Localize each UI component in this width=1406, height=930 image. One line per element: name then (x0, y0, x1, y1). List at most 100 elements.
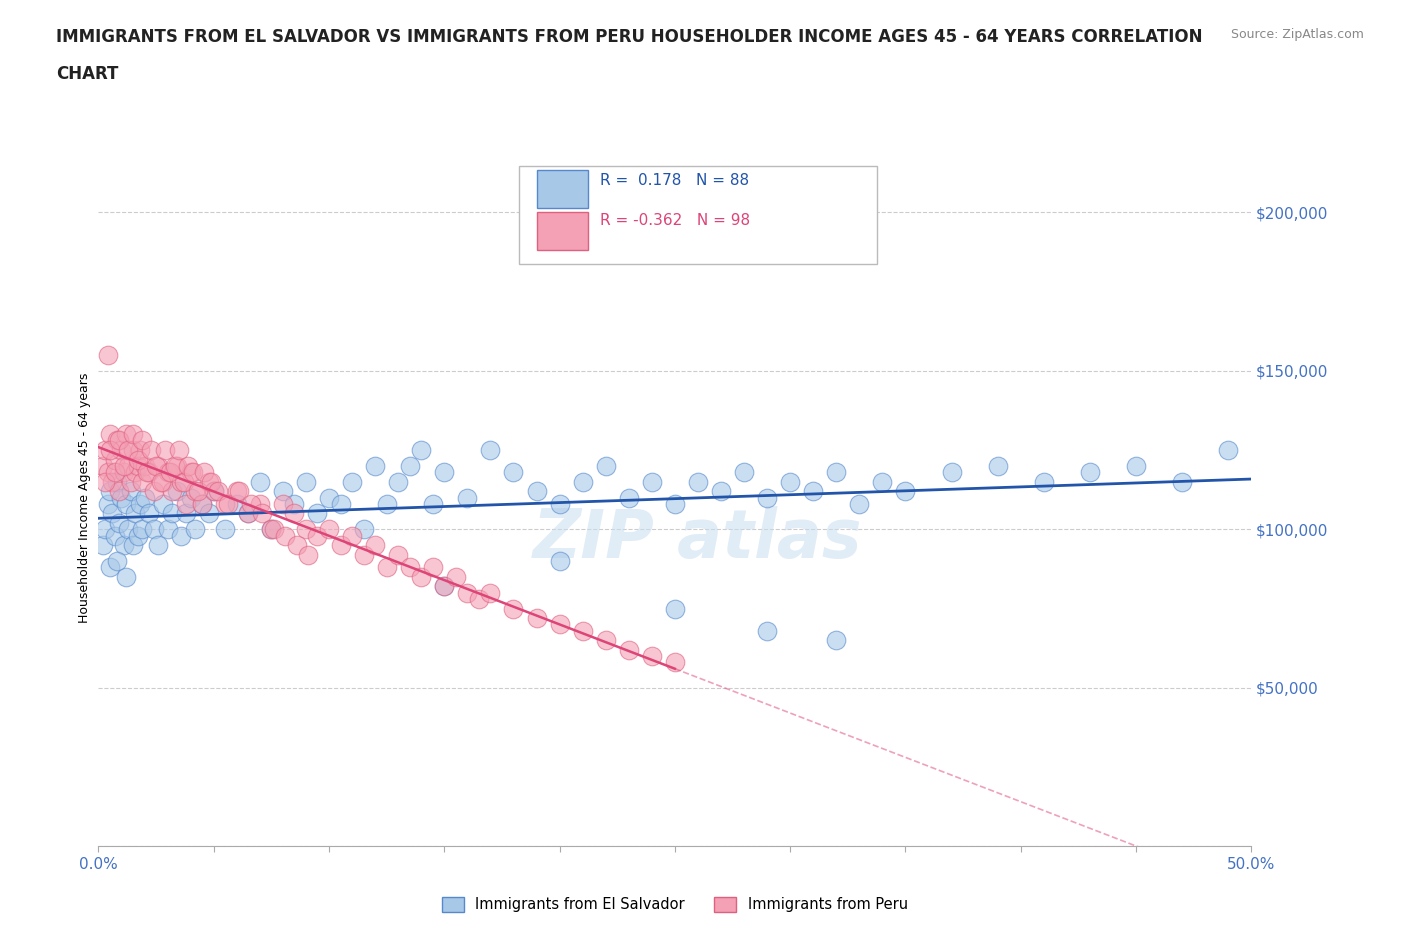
Point (225, 484, 247, 498)
Point (664, 601, 686, 616)
Point (134, 458, 156, 473)
Point (105, 433, 128, 448)
Point (94, 474, 117, 489)
Point (127, 458, 149, 473)
Point (112, 465, 135, 480)
Point (148, 458, 170, 473)
Point (433, 578, 456, 593)
Point (329, 538, 352, 552)
Point (112, 538, 135, 552)
Point (155, 443, 177, 458)
Point (664, 655, 686, 670)
Point (825, 632, 848, 647)
Point (987, 458, 1010, 473)
Point (159, 465, 181, 480)
Point (274, 528, 297, 543)
Point (375, 497, 398, 512)
Point (260, 522, 283, 537)
Point (180, 465, 202, 480)
Point (103, 528, 125, 543)
Point (422, 497, 444, 512)
Point (548, 497, 571, 512)
Point (103, 452, 125, 467)
Point (411, 569, 433, 584)
Point (571, 623, 593, 638)
Point (156, 465, 179, 480)
Point (115, 569, 138, 584)
Point (297, 547, 319, 562)
Point (571, 474, 593, 489)
Point (318, 522, 340, 537)
Text: R = -0.362   N = 98: R = -0.362 N = 98 (600, 213, 749, 228)
Point (122, 538, 145, 552)
Point (145, 458, 167, 473)
Point (548, 617, 571, 631)
Point (184, 484, 207, 498)
Point (138, 506, 160, 521)
Point (387, 474, 409, 489)
Point (664, 497, 686, 512)
Point (198, 474, 221, 489)
Point (149, 474, 172, 489)
Point (97, 497, 120, 512)
Point (733, 465, 755, 480)
Text: CHART: CHART (56, 65, 118, 83)
Point (108, 484, 131, 498)
Point (756, 623, 779, 638)
Point (110, 443, 132, 458)
Point (526, 484, 548, 498)
Point (595, 458, 617, 473)
Point (187, 484, 209, 498)
Point (422, 560, 444, 575)
Point (97, 348, 120, 363)
Point (894, 484, 917, 498)
Point (105, 553, 128, 568)
Point (207, 484, 229, 498)
Point (295, 522, 318, 537)
Point (120, 484, 142, 498)
Point (364, 458, 387, 473)
Point (101, 474, 124, 489)
Point (129, 443, 152, 458)
Point (135, 465, 157, 480)
Point (112, 458, 135, 473)
Point (202, 484, 225, 498)
Point (617, 643, 640, 658)
Point (173, 474, 195, 489)
Point (193, 465, 215, 480)
Point (191, 497, 214, 512)
Text: IMMIGRANTS FROM EL SALVADOR VS IMMIGRANTS FROM PERU HOUSEHOLDER INCOME AGES 45 -: IMMIGRANTS FROM EL SALVADOR VS IMMIGRANT… (56, 28, 1202, 46)
Point (641, 474, 664, 489)
Point (617, 490, 640, 505)
Point (167, 443, 190, 458)
Point (202, 484, 225, 498)
Point (131, 522, 153, 537)
Point (329, 497, 352, 512)
Point (285, 538, 308, 552)
Point (283, 506, 305, 521)
Point (91, 538, 114, 552)
Point (250, 506, 273, 521)
Point (238, 506, 260, 521)
Point (502, 465, 524, 480)
Point (444, 569, 467, 584)
Point (129, 497, 152, 512)
Point (411, 443, 433, 458)
Point (686, 474, 709, 489)
Point (127, 528, 149, 543)
Legend: Immigrants from El Salvador, Immigrants from Peru: Immigrants from El Salvador, Immigrants … (436, 891, 914, 918)
Point (103, 465, 125, 480)
Point (120, 474, 142, 489)
Point (307, 528, 329, 543)
Point (166, 484, 188, 498)
Point (398, 560, 420, 575)
Point (138, 465, 160, 480)
Point (1032, 474, 1054, 489)
Point (200, 474, 222, 489)
Point (98, 443, 121, 458)
Point (595, 632, 617, 647)
Point (105, 474, 128, 489)
Point (170, 474, 193, 489)
Point (548, 553, 571, 568)
Point (433, 578, 456, 593)
